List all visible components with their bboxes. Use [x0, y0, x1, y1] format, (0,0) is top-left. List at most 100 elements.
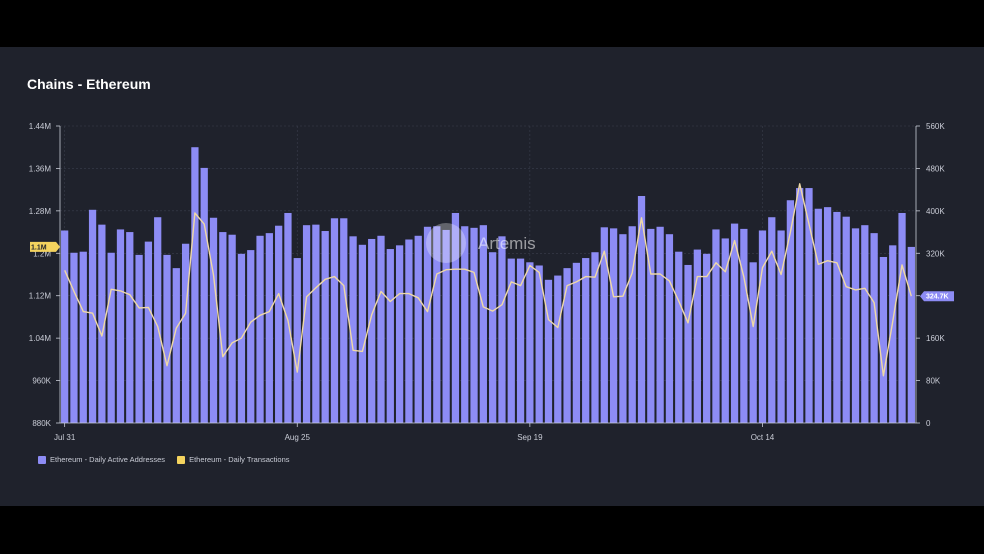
bar[interactable] — [591, 252, 599, 423]
bar[interactable] — [498, 236, 506, 423]
bar[interactable] — [172, 268, 180, 423]
bar[interactable] — [70, 252, 78, 423]
artemis-logo-icon — [426, 223, 466, 263]
bar[interactable] — [833, 211, 841, 423]
bar[interactable] — [740, 228, 748, 423]
bar[interactable] — [851, 228, 860, 423]
chart-canvas[interactable]: 880K 960K 1.04M 1.12M 1.2M 1.28M 1.36M 1.44M 0 80… — [0, 47, 984, 506]
bar[interactable] — [814, 208, 822, 423]
bar[interactable] — [191, 147, 199, 423]
bar[interactable] — [433, 226, 441, 423]
bar[interactable] — [181, 243, 190, 423]
bar[interactable] — [275, 225, 283, 423]
bar[interactable] — [163, 254, 171, 423]
legend-label: Ethereum - Daily Active Addresses — [50, 455, 166, 464]
bar[interactable] — [777, 230, 785, 423]
bar[interactable] — [88, 209, 97, 423]
bar[interactable] — [554, 275, 562, 423]
bar[interactable] — [293, 258, 301, 423]
bar[interactable] — [330, 218, 339, 423]
bar[interactable] — [135, 254, 143, 423]
bar[interactable] — [442, 229, 450, 423]
transactions-line[interactable] — [64, 183, 912, 377]
bar[interactable] — [712, 229, 720, 423]
bar[interactable] — [796, 188, 804, 423]
bar[interactable] — [898, 212, 906, 423]
bar[interactable] — [405, 239, 413, 423]
bar[interactable] — [256, 235, 264, 423]
bar[interactable] — [247, 250, 255, 423]
bar[interactable] — [600, 227, 608, 423]
bar[interactable] — [758, 230, 767, 423]
bar[interactable] — [665, 234, 674, 423]
bar[interactable] — [386, 249, 394, 423]
bar-series[interactable] — [61, 147, 915, 423]
bar[interactable] — [823, 207, 832, 423]
bar[interactable] — [116, 229, 125, 423]
bar[interactable] — [414, 235, 422, 423]
bar[interactable] — [358, 244, 367, 423]
bar[interactable] — [628, 226, 636, 423]
bar[interactable] — [526, 262, 534, 423]
bar[interactable] — [489, 252, 497, 423]
bar[interactable] — [619, 234, 627, 423]
bar[interactable] — [377, 235, 385, 423]
bar[interactable] — [907, 246, 915, 423]
bar[interactable] — [219, 232, 227, 423]
bar[interactable] — [451, 212, 460, 423]
bar[interactable] — [126, 232, 134, 423]
bar[interactable] — [144, 241, 153, 423]
bar[interactable] — [563, 268, 571, 423]
bar[interactable] — [284, 212, 292, 423]
bar[interactable] — [749, 262, 757, 423]
bar[interactable] — [879, 256, 888, 423]
bar[interactable] — [786, 200, 795, 423]
bar[interactable] — [321, 231, 329, 423]
bar[interactable] — [609, 228, 618, 423]
bar[interactable] — [79, 251, 87, 423]
bar[interactable] — [582, 258, 590, 423]
bar[interactable] — [535, 265, 543, 423]
bar[interactable] — [703, 253, 711, 423]
bar[interactable] — [423, 226, 432, 423]
bar[interactable] — [516, 258, 525, 423]
bar[interactable] — [693, 249, 701, 423]
bar[interactable] — [507, 258, 515, 423]
bar[interactable] — [98, 224, 106, 423]
bar[interactable] — [889, 245, 897, 423]
bar[interactable] — [479, 225, 487, 423]
bar[interactable] — [368, 238, 376, 423]
bar[interactable] — [842, 216, 850, 423]
bar[interactable] — [340, 218, 348, 423]
bar[interactable] — [154, 217, 162, 423]
bar[interactable] — [265, 233, 273, 423]
bar[interactable] — [302, 225, 311, 423]
bar[interactable] — [228, 234, 236, 423]
bar[interactable] — [544, 279, 553, 423]
bar[interactable] — [675, 251, 683, 423]
bar[interactable] — [721, 238, 729, 423]
bar[interactable] — [684, 264, 692, 423]
bar[interactable] — [647, 228, 655, 423]
bar[interactable] — [572, 262, 581, 423]
bar[interactable] — [637, 196, 646, 423]
bar[interactable] — [395, 245, 404, 423]
bar[interactable] — [656, 226, 664, 423]
bar[interactable] — [209, 217, 218, 423]
line-series[interactable] — [64, 183, 912, 377]
bar[interactable] — [61, 230, 69, 423]
bar[interactable] — [107, 252, 115, 423]
legend-item-transactions[interactable]: Ethereum - Daily Transactions — [177, 455, 290, 464]
bar[interactable] — [805, 188, 813, 423]
bar[interactable] — [470, 227, 478, 423]
bar[interactable] — [349, 236, 357, 423]
y-right-tick-label: 320K — [926, 249, 945, 258]
bar[interactable] — [312, 224, 320, 423]
bar[interactable] — [861, 225, 869, 423]
bar[interactable] — [200, 167, 208, 423]
legend-item-active-addresses[interactable]: Ethereum - Daily Active Addresses — [38, 455, 165, 464]
bar[interactable] — [461, 226, 469, 423]
bar[interactable] — [730, 223, 739, 423]
bar[interactable] — [768, 217, 776, 423]
bar[interactable] — [870, 233, 878, 423]
